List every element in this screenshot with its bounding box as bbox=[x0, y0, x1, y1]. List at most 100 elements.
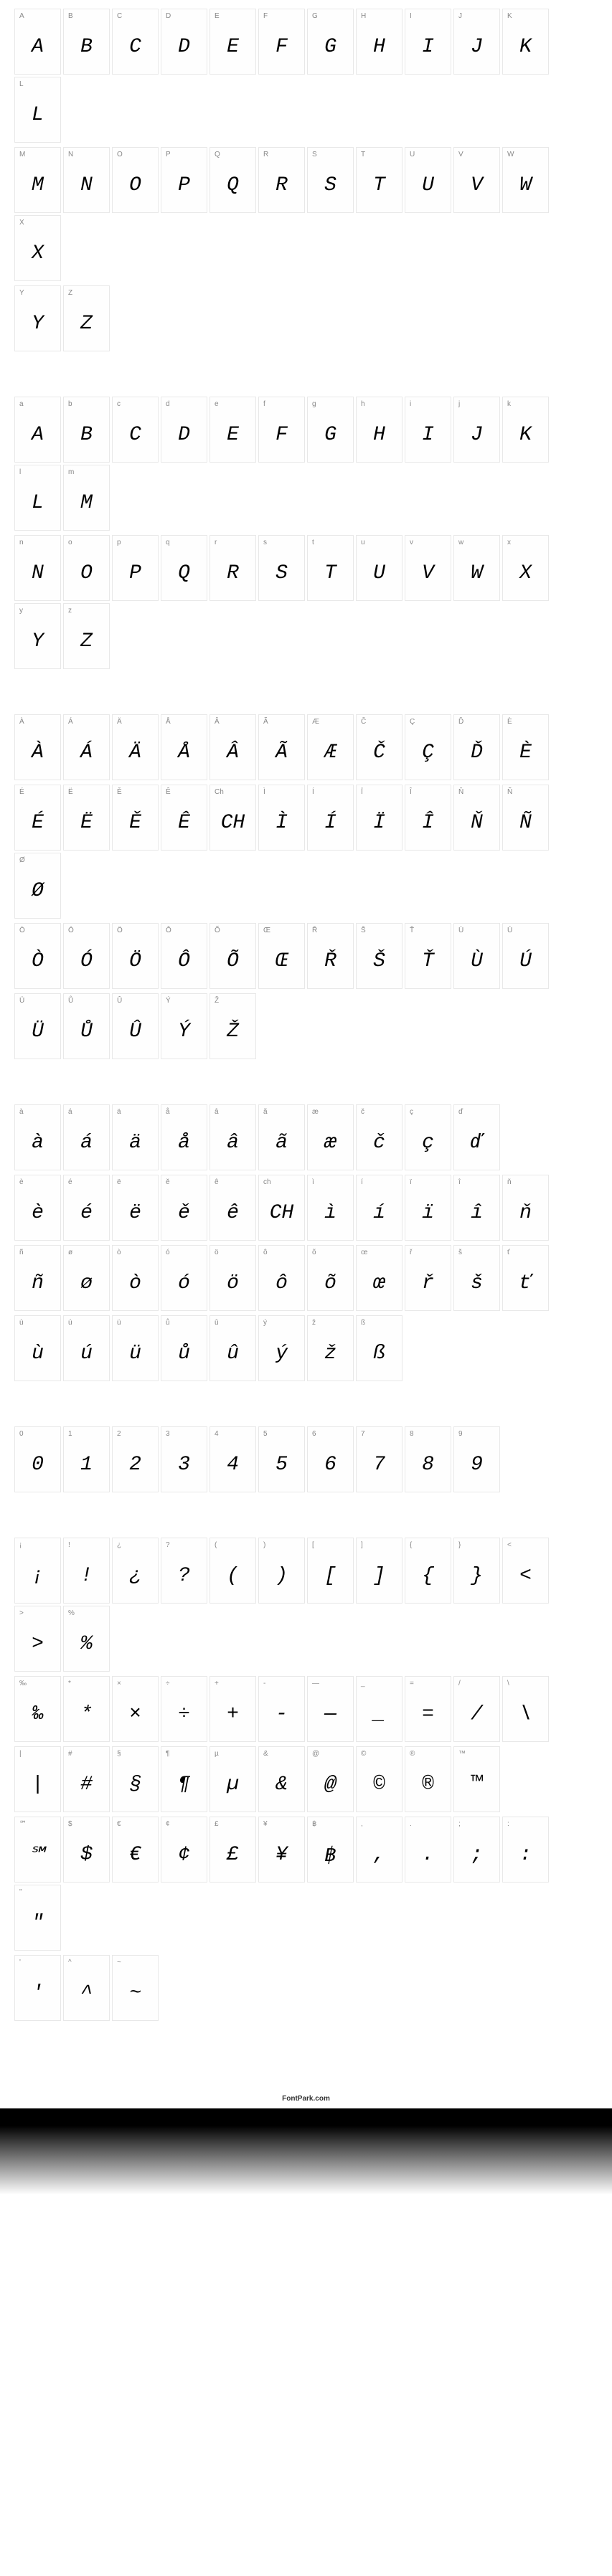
glyph-cell[interactable]: ßß bbox=[356, 1315, 402, 1381]
glyph-cell[interactable]: €€ bbox=[112, 1817, 159, 1883]
glyph-cell[interactable]: öö bbox=[210, 1245, 256, 1311]
glyph-cell[interactable]: šš bbox=[453, 1245, 500, 1311]
glyph-cell[interactable]: ℠℠ bbox=[14, 1817, 61, 1883]
glyph-cell[interactable]: .. bbox=[405, 1817, 451, 1883]
glyph-cell[interactable]: ŠŠ bbox=[356, 923, 402, 989]
glyph-cell[interactable]: ×× bbox=[112, 1676, 159, 1742]
glyph-cell[interactable]: 11 bbox=[63, 1426, 110, 1492]
glyph-cell[interactable]: ùù bbox=[14, 1315, 61, 1381]
glyph-cell[interactable]: ÌÌ bbox=[258, 785, 305, 851]
glyph-cell[interactable]: @@ bbox=[307, 1746, 354, 1812]
glyph-cell[interactable]: }} bbox=[453, 1538, 500, 1604]
glyph-cell[interactable]: ËË bbox=[63, 785, 110, 851]
glyph-cell[interactable]: ŽŽ bbox=[210, 993, 256, 1059]
glyph-cell[interactable]: ^^ bbox=[63, 1955, 110, 2021]
glyph-cell[interactable]: íí bbox=[356, 1175, 402, 1241]
glyph-cell[interactable]: ťť bbox=[502, 1245, 549, 1311]
glyph-cell[interactable]: :: bbox=[502, 1817, 549, 1883]
glyph-cell[interactable]: ÏÏ bbox=[356, 785, 402, 851]
glyph-cell[interactable]: TT bbox=[356, 147, 402, 213]
glyph-cell[interactable]: OO bbox=[112, 147, 159, 213]
glyph-cell[interactable]: ûû bbox=[210, 1315, 256, 1381]
glyph-cell[interactable]: // bbox=[453, 1676, 500, 1742]
glyph-cell[interactable]: åå bbox=[161, 1104, 207, 1170]
glyph-cell[interactable]: ÔÔ bbox=[161, 923, 207, 989]
glyph-cell[interactable]: ââ bbox=[210, 1104, 256, 1170]
glyph-cell[interactable]: ÎÎ bbox=[405, 785, 451, 851]
glyph-cell[interactable]: iI bbox=[405, 397, 451, 463]
glyph-cell[interactable]: —— bbox=[307, 1676, 354, 1742]
glyph-cell[interactable]: àà bbox=[14, 1104, 61, 1170]
glyph-cell[interactable]: 77 bbox=[356, 1426, 402, 1492]
glyph-cell[interactable]: ZZ bbox=[63, 285, 110, 351]
glyph-cell[interactable]: uU bbox=[356, 535, 402, 601]
glyph-cell[interactable]: ÀÀ bbox=[14, 714, 61, 780]
glyph-cell[interactable]: úú bbox=[63, 1315, 110, 1381]
glyph-cell[interactable]: mM bbox=[63, 465, 110, 531]
glyph-cell[interactable]: ## bbox=[63, 1746, 110, 1812]
glyph-cell[interactable]: "" bbox=[14, 1885, 61, 1951]
glyph-cell[interactable]: ?? bbox=[161, 1538, 207, 1604]
glyph-cell[interactable]: MM bbox=[14, 147, 61, 213]
glyph-cell[interactable]: ©© bbox=[356, 1746, 402, 1812]
glyph-cell[interactable]: ŒŒ bbox=[258, 923, 305, 989]
glyph-cell[interactable]: nN bbox=[14, 535, 61, 601]
glyph-cell[interactable]: __ bbox=[356, 1676, 402, 1742]
glyph-cell[interactable]: řř bbox=[405, 1245, 451, 1311]
glyph-cell[interactable]: && bbox=[258, 1746, 305, 1812]
glyph-cell[interactable]: !! bbox=[63, 1538, 110, 1604]
glyph-cell[interactable]: kK bbox=[502, 397, 549, 463]
glyph-cell[interactable]: chCH bbox=[258, 1175, 305, 1241]
glyph-cell[interactable]: XX bbox=[14, 215, 61, 281]
glyph-cell[interactable]: 33 bbox=[161, 1426, 207, 1492]
glyph-cell[interactable]: [[ bbox=[307, 1538, 354, 1604]
glyph-cell[interactable]: jJ bbox=[453, 397, 500, 463]
glyph-cell[interactable]: '' bbox=[14, 1955, 61, 2021]
glyph-cell[interactable]: ** bbox=[63, 1676, 110, 1742]
glyph-cell[interactable]: ïï bbox=[405, 1175, 451, 1241]
glyph-cell[interactable]: << bbox=[502, 1538, 549, 1604]
glyph-cell[interactable]: AA bbox=[14, 9, 61, 75]
glyph-cell[interactable]: gG bbox=[307, 397, 354, 463]
glyph-cell[interactable]: ฿฿ bbox=[307, 1817, 354, 1883]
glyph-cell[interactable]: ÕÕ bbox=[210, 923, 256, 989]
glyph-cell[interactable]: üü bbox=[112, 1315, 159, 1381]
glyph-cell[interactable]: GG bbox=[307, 9, 354, 75]
glyph-cell[interactable]: 00 bbox=[14, 1426, 61, 1492]
glyph-cell[interactable]: DD bbox=[161, 9, 207, 75]
glyph-cell[interactable]: ìì bbox=[307, 1175, 354, 1241]
glyph-cell[interactable]: ææ bbox=[307, 1104, 354, 1170]
glyph-cell[interactable]: {{ bbox=[405, 1538, 451, 1604]
glyph-cell[interactable]: RR bbox=[258, 147, 305, 213]
glyph-cell[interactable]: JJ bbox=[453, 9, 500, 75]
glyph-cell[interactable]: cC bbox=[112, 397, 159, 463]
glyph-cell[interactable]: HH bbox=[356, 9, 402, 75]
glyph-cell[interactable]: BB bbox=[63, 9, 110, 75]
glyph-cell[interactable]: ãã bbox=[258, 1104, 305, 1170]
glyph-cell[interactable]: òò bbox=[112, 1245, 159, 1311]
glyph-cell[interactable]: FF bbox=[258, 9, 305, 75]
glyph-cell[interactable]: tT bbox=[307, 535, 354, 601]
glyph-cell[interactable]: rR bbox=[210, 535, 256, 601]
glyph-cell[interactable]: éé bbox=[63, 1175, 110, 1241]
glyph-cell[interactable]: ÙÙ bbox=[453, 923, 500, 989]
glyph-cell[interactable]: ÂÂ bbox=[210, 714, 256, 780]
glyph-cell[interactable]: ÃÃ bbox=[258, 714, 305, 780]
glyph-cell[interactable]: fF bbox=[258, 397, 305, 463]
glyph-cell[interactable]: == bbox=[405, 1676, 451, 1742]
glyph-cell[interactable]: YY bbox=[14, 285, 61, 351]
glyph-cell[interactable]: ôô bbox=[258, 1245, 305, 1311]
glyph-cell[interactable]: ňň bbox=[502, 1175, 549, 1241]
glyph-cell[interactable]: čč bbox=[356, 1104, 402, 1170]
glyph-cell[interactable]: ČČ bbox=[356, 714, 402, 780]
glyph-cell[interactable]: bB bbox=[63, 397, 110, 463]
glyph-cell[interactable]: NN bbox=[63, 147, 110, 213]
glyph-cell[interactable]: õõ bbox=[307, 1245, 354, 1311]
glyph-cell[interactable]: ŮŮ bbox=[63, 993, 110, 1059]
glyph-cell[interactable]: 22 bbox=[112, 1426, 159, 1492]
glyph-cell[interactable]: ŘŘ bbox=[307, 923, 354, 989]
glyph-cell[interactable]: eE bbox=[210, 397, 256, 463]
glyph-cell[interactable]: ëë bbox=[112, 1175, 159, 1241]
glyph-cell[interactable]: vV bbox=[405, 535, 451, 601]
glyph-cell[interactable]: EE bbox=[210, 9, 256, 75]
